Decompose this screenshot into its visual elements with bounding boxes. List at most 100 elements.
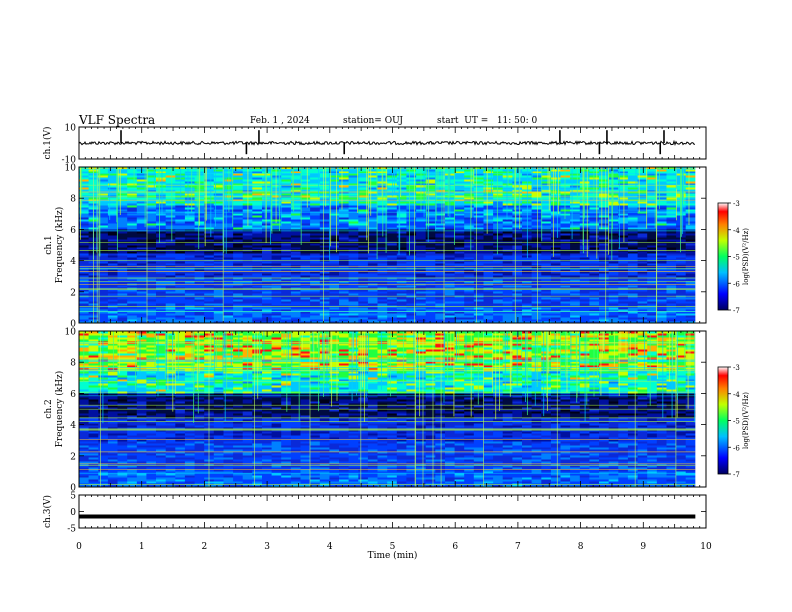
spectrogram-cell [98,215,109,218]
spectrogram-cell [483,177,494,180]
spectrogram-cell [348,223,359,226]
spectrogram-cell [656,239,667,242]
spectrogram-cell [262,243,273,246]
spectrogram-cell [136,297,147,300]
spectrogram-cell [483,321,494,324]
station-label: station= OUJ [343,116,404,126]
spectrogram-cell [531,203,542,206]
spectrogram-cell [127,173,138,176]
spectrogram-cell [329,255,340,258]
spectrogram-cell [262,181,273,184]
spectrogram-cell [127,271,138,274]
spectrogram-cell [290,245,302,248]
spectrogram-cell [233,245,244,248]
spectrogram-cell [522,273,533,276]
spectrogram-cell [310,219,321,222]
spectrogram-cell [570,177,581,180]
spectrogram-cell [589,243,600,246]
spectrogram-cell [647,235,658,238]
spectrogram-cell [271,269,282,272]
spectrogram-cell [281,179,292,182]
spectrogram-cell [79,207,90,210]
spectrogram-cell [98,289,109,292]
spectrogram-cell [136,235,147,238]
spectrogram-cell [464,319,475,322]
spectrogram-cell [175,233,186,236]
spectrogram-cell [252,301,263,304]
spectrogram-cell [676,297,687,300]
spectrogram-cell [637,293,648,296]
spectrogram-cell [300,221,311,224]
spectrogram-cell [502,193,513,196]
spectrogram-cell [599,309,610,312]
spectrogram-cell [560,219,571,222]
spectrogram-cell [550,237,562,240]
spectrogram-cell [512,303,523,306]
spectrogram-cell [127,299,138,302]
spectrogram-cell [627,233,639,236]
spectrogram-cell [367,205,379,208]
spectrogram-cell [310,317,321,320]
spectrogram-cell [445,221,456,224]
spectrogram-cell [387,281,398,284]
spectrogram-cell [165,255,176,258]
spectrogram-cell [367,289,379,292]
spectrogram-cell [271,227,282,230]
spectrogram-cell [233,177,244,180]
spectrogram-cell [416,217,427,220]
spectrogram-cell [647,269,658,272]
spectrogram-cell [252,297,263,300]
spectrogram-cell [262,217,273,220]
spectrogram-cell [396,313,407,316]
spectrogram-cell [435,235,446,238]
spectrogram-cell [348,253,359,256]
spectrogram-cell [358,235,369,238]
spectrogram-cell [627,217,639,220]
spectrogram-cell [184,233,196,236]
spectrogram-cell [377,309,388,312]
spectrogram-cell [300,219,311,222]
spectrogram-cell [281,275,292,278]
spectrogram-cell [464,181,475,184]
spectrogram-cell [271,247,282,250]
spectrogram-cell [107,317,119,320]
spectrogram-cell [310,263,321,266]
spectrogram-cell [445,291,456,294]
spectrogram-cell [184,299,196,302]
spectrogram-cell [358,175,369,178]
spectrogram-cell [512,253,523,256]
spectrogram-cell [627,273,639,276]
spectrogram-cell [435,223,446,226]
spectrogram-cell [367,313,379,316]
spectrogram-cell [223,317,234,320]
spectrogram-cell [685,291,696,294]
spectrogram-cell [608,237,619,240]
spectrogram-cell [502,217,513,220]
spectrogram-cell [223,319,234,322]
spectrogram-cell [136,263,147,266]
spectrogram-cell [213,293,224,296]
spectrogram-cell [127,219,138,222]
spectrogram-cell [560,227,571,230]
spectrogram-cell [647,247,658,250]
spectrogram-cell [608,197,619,200]
spectrogram-cell [637,207,648,210]
spectrogram-cell [570,299,581,302]
spectrogram-cell [252,307,263,310]
spectrogram-cell [339,229,350,232]
spectrogram-cell [184,261,196,264]
spectrogram-cell [79,219,90,222]
spectrogram-cell [627,279,639,282]
spectrogram-cell [589,321,600,324]
spectrogram-cell [117,175,128,178]
spectrogram-cell [262,247,273,250]
spectrogram-cell [493,221,504,224]
spectrogram-cell [262,225,273,228]
spectrogram-cell [387,239,398,242]
spectrogram-cell [98,231,109,234]
spectrogram-cell [656,269,667,272]
spectrogram-cell [666,275,677,278]
spectrogram-cell [666,303,677,306]
spectrogram-cell [262,293,273,296]
spectrogram-cell [252,175,263,178]
